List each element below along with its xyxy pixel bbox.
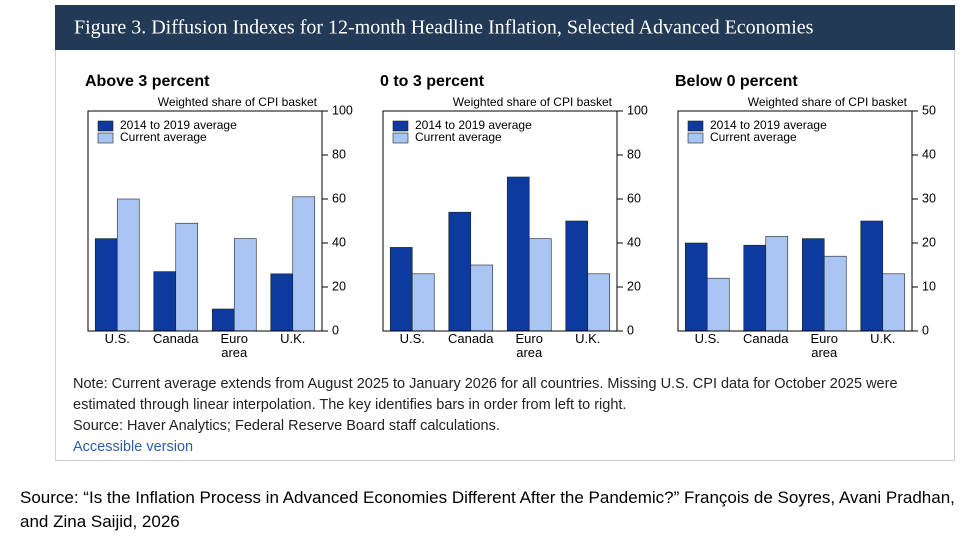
legend-swatch xyxy=(392,132,409,144)
y-tick-label: 0 xyxy=(627,323,634,337)
bar xyxy=(448,211,472,332)
plot-frame xyxy=(382,110,618,332)
bar xyxy=(94,238,118,332)
y-tick-label: 30 xyxy=(922,191,936,205)
y-axis-label: Weighted share of CPI basket xyxy=(748,95,908,109)
y-tick-label: 40 xyxy=(332,235,346,249)
legend-label: 2014 to 2019 average xyxy=(415,118,532,132)
y-tick-label: 80 xyxy=(627,147,641,161)
legend-swatch xyxy=(97,132,114,144)
bar xyxy=(153,271,177,332)
x-tick-label: U.S. xyxy=(694,331,720,346)
bar xyxy=(389,247,413,332)
y-tick-label: 60 xyxy=(627,191,641,205)
note: Note: Current average extends from Augus… xyxy=(73,376,898,413)
y-tick-label: 100 xyxy=(332,103,353,117)
bar xyxy=(882,273,906,332)
bar xyxy=(211,308,235,332)
legend-label: 2014 to 2019 average xyxy=(710,118,827,132)
header-bar xyxy=(55,5,955,50)
bar xyxy=(684,242,708,332)
y-tick-label: 80 xyxy=(332,147,346,161)
legend-label: Current average xyxy=(120,130,207,144)
y-tick-label: 0 xyxy=(332,323,339,337)
bar xyxy=(823,255,847,332)
plot-frame xyxy=(677,110,913,332)
bar xyxy=(860,220,884,332)
x-tick-label: U.S. xyxy=(104,331,130,346)
bar xyxy=(587,273,611,332)
source: Source: Haver Analytics; Federal Reserve… xyxy=(73,418,500,434)
x-tick-label: Euro area xyxy=(810,331,838,360)
legend-label: Current average xyxy=(415,130,502,144)
bar xyxy=(233,238,257,332)
legend-swatch xyxy=(97,120,114,132)
x-tick-label: Canada xyxy=(742,331,789,346)
bar xyxy=(270,273,294,332)
bar xyxy=(801,238,825,332)
y-tick-label: 20 xyxy=(627,279,641,293)
y-axis-label: Weighted share of CPI basket xyxy=(158,95,318,109)
panel-title: Above 3 percent xyxy=(85,73,210,90)
y-axis-label: Weighted share of CPI basket xyxy=(453,95,613,109)
y-tick-label: 60 xyxy=(332,191,346,205)
caption: Source: “Is the Inflation Process in Adv… xyxy=(20,488,955,531)
y-tick-label: 0 xyxy=(922,323,929,337)
accessible-link[interactable]: Accessible version xyxy=(73,439,194,455)
y-tick-label: 100 xyxy=(627,103,648,117)
bar xyxy=(411,273,435,332)
bar xyxy=(765,236,789,332)
y-tick-label: 40 xyxy=(627,235,641,249)
y-tick-label: 20 xyxy=(922,235,936,249)
plot-frame xyxy=(87,110,323,332)
x-tick-label: Canada xyxy=(447,331,494,346)
bar xyxy=(116,198,140,332)
legend-swatch xyxy=(687,132,704,144)
bar xyxy=(528,238,552,332)
y-tick-label: 20 xyxy=(332,279,346,293)
x-tick-label: Canada xyxy=(152,331,199,346)
legend-label: Current average xyxy=(710,130,797,144)
x-tick-label: U.K. xyxy=(870,331,896,346)
x-tick-label: U.K. xyxy=(575,331,601,346)
bar xyxy=(743,244,767,332)
legend-swatch xyxy=(392,120,409,132)
x-tick-label: Euro area xyxy=(515,331,543,360)
legend-label: 2014 to 2019 average xyxy=(120,118,237,132)
panel-title: 0 to 3 percent xyxy=(380,73,485,90)
x-tick-label: U.S. xyxy=(399,331,425,346)
figure-title: Figure 3. Diffusion Indexes for 12-month… xyxy=(74,17,814,39)
bar xyxy=(565,220,589,332)
panel-title: Below 0 percent xyxy=(675,73,798,90)
bar xyxy=(175,222,199,332)
y-tick-label: 50 xyxy=(922,103,936,117)
bar xyxy=(706,277,730,332)
bar xyxy=(292,196,316,332)
x-tick-label: Euro area xyxy=(220,331,248,360)
legend-swatch xyxy=(687,120,704,132)
x-tick-label: U.K. xyxy=(280,331,306,346)
y-tick-label: 40 xyxy=(922,147,936,161)
y-tick-label: 10 xyxy=(922,279,936,293)
bar xyxy=(506,176,530,332)
bar xyxy=(470,264,494,332)
